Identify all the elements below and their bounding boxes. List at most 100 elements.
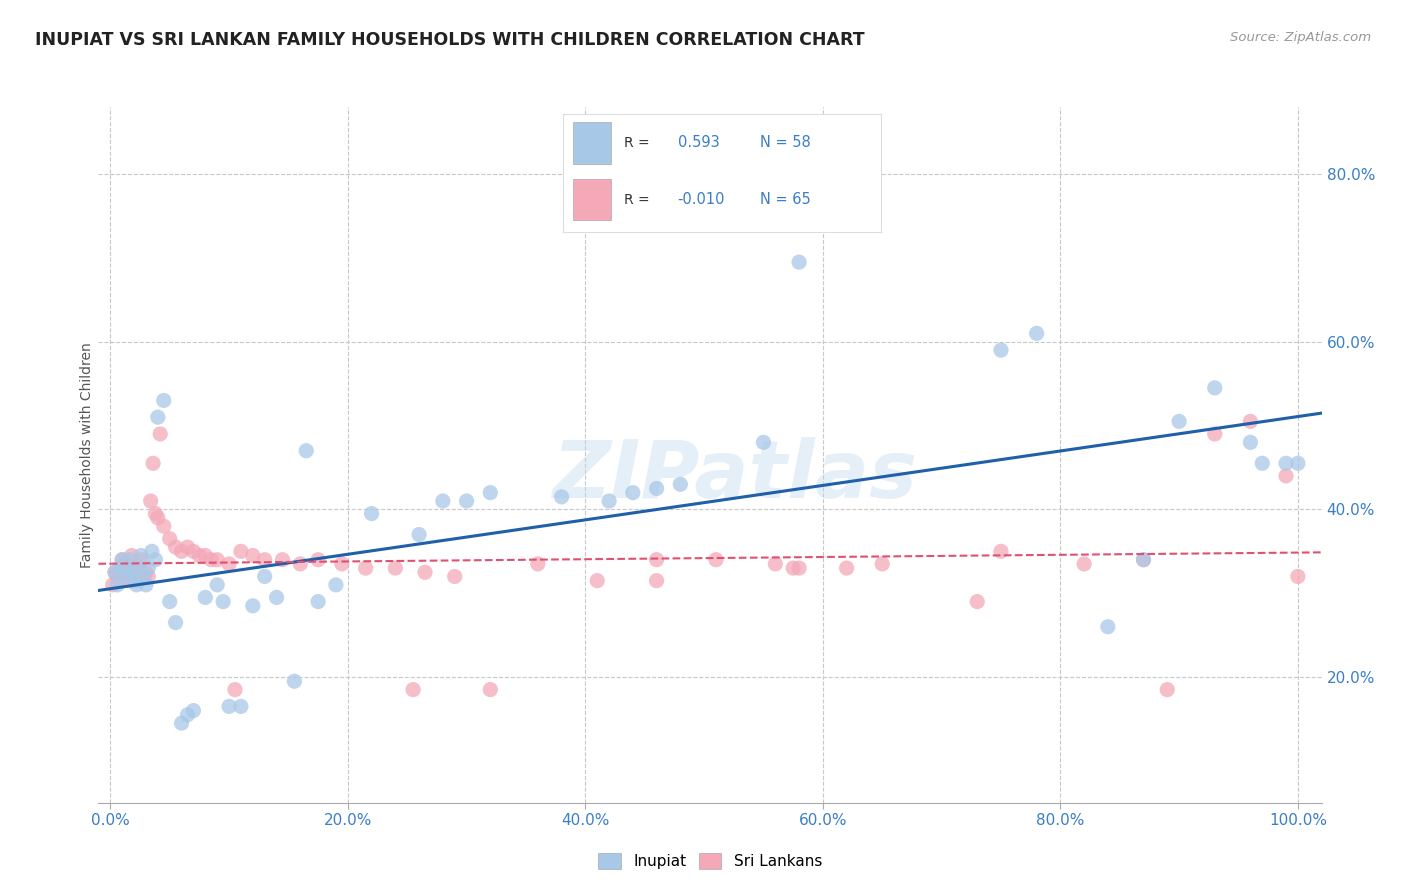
Point xyxy=(1204,381,1226,395)
Point xyxy=(128,561,150,575)
Point xyxy=(479,682,502,697)
Point xyxy=(107,569,129,583)
Point xyxy=(266,591,288,605)
Point xyxy=(413,566,436,580)
Point xyxy=(107,578,129,592)
Point xyxy=(443,569,465,583)
Point xyxy=(325,578,347,592)
Text: Source: ZipAtlas.com: Source: ZipAtlas.com xyxy=(1230,31,1371,45)
Point xyxy=(200,552,222,566)
Point xyxy=(1275,456,1298,470)
Point xyxy=(212,594,235,608)
Point xyxy=(1204,427,1226,442)
Point xyxy=(205,552,228,566)
Point xyxy=(135,578,157,592)
Text: ZIPatlas: ZIPatlas xyxy=(553,437,917,515)
Point xyxy=(194,549,217,563)
Point xyxy=(966,594,988,608)
Point xyxy=(122,574,145,588)
Point xyxy=(1239,414,1261,428)
Point xyxy=(330,557,353,571)
Point xyxy=(787,255,810,269)
Point xyxy=(229,699,252,714)
Point xyxy=(1275,468,1298,483)
Point xyxy=(165,615,187,630)
Point xyxy=(290,557,312,571)
Point xyxy=(1132,552,1154,566)
Point xyxy=(752,435,775,450)
Point xyxy=(990,544,1012,558)
Point xyxy=(218,557,240,571)
Point xyxy=(218,699,240,714)
Point xyxy=(645,552,668,566)
Point xyxy=(550,490,572,504)
Point xyxy=(384,561,406,575)
Point xyxy=(527,557,550,571)
Point xyxy=(835,561,858,575)
Point xyxy=(283,674,305,689)
Y-axis label: Family Households with Children: Family Households with Children xyxy=(80,342,94,568)
Point xyxy=(121,549,143,563)
Point xyxy=(360,507,382,521)
Point xyxy=(253,552,276,566)
Point xyxy=(128,561,150,575)
Point xyxy=(101,578,124,592)
Point xyxy=(224,682,246,697)
Point xyxy=(183,704,205,718)
Point xyxy=(176,540,198,554)
Point xyxy=(111,552,134,566)
Point xyxy=(104,566,127,580)
Point xyxy=(142,456,165,470)
Point xyxy=(1168,414,1191,428)
Point xyxy=(307,594,329,608)
Point xyxy=(586,574,609,588)
Point xyxy=(108,561,131,575)
Point xyxy=(271,552,294,566)
Point xyxy=(1097,620,1119,634)
Point xyxy=(145,552,167,566)
Point xyxy=(118,574,141,588)
Point xyxy=(129,552,152,566)
Point xyxy=(1286,456,1309,470)
Point xyxy=(104,566,127,580)
Point xyxy=(1025,326,1047,341)
Point xyxy=(402,682,425,697)
Point xyxy=(229,544,252,558)
Point xyxy=(253,569,276,583)
Point xyxy=(129,549,152,563)
Legend: Inupiat, Sri Lankans: Inupiat, Sri Lankans xyxy=(592,847,828,875)
Point xyxy=(782,561,804,575)
Point xyxy=(787,561,810,575)
Point xyxy=(870,557,893,571)
Point xyxy=(121,566,143,580)
Point xyxy=(1073,557,1095,571)
Point xyxy=(188,549,211,563)
Point xyxy=(1251,456,1274,470)
Point xyxy=(170,716,193,731)
Point xyxy=(295,443,318,458)
Point xyxy=(108,574,131,588)
Point xyxy=(1156,682,1178,697)
Point xyxy=(669,477,692,491)
Point xyxy=(307,552,329,566)
Point xyxy=(194,591,217,605)
Point xyxy=(149,427,172,442)
Point xyxy=(1286,569,1309,583)
Point xyxy=(118,552,141,566)
Point xyxy=(114,569,136,583)
Point xyxy=(159,532,181,546)
Point xyxy=(111,552,134,566)
Point xyxy=(763,557,786,571)
Point xyxy=(242,549,264,563)
Point xyxy=(115,561,138,575)
Point xyxy=(408,527,430,541)
Point xyxy=(114,557,136,571)
Point xyxy=(645,482,668,496)
Point xyxy=(621,485,644,500)
Point xyxy=(990,343,1012,358)
Point xyxy=(125,578,148,592)
Point xyxy=(170,544,193,558)
Point xyxy=(1239,435,1261,450)
Point xyxy=(132,569,155,583)
Point xyxy=(205,578,228,592)
